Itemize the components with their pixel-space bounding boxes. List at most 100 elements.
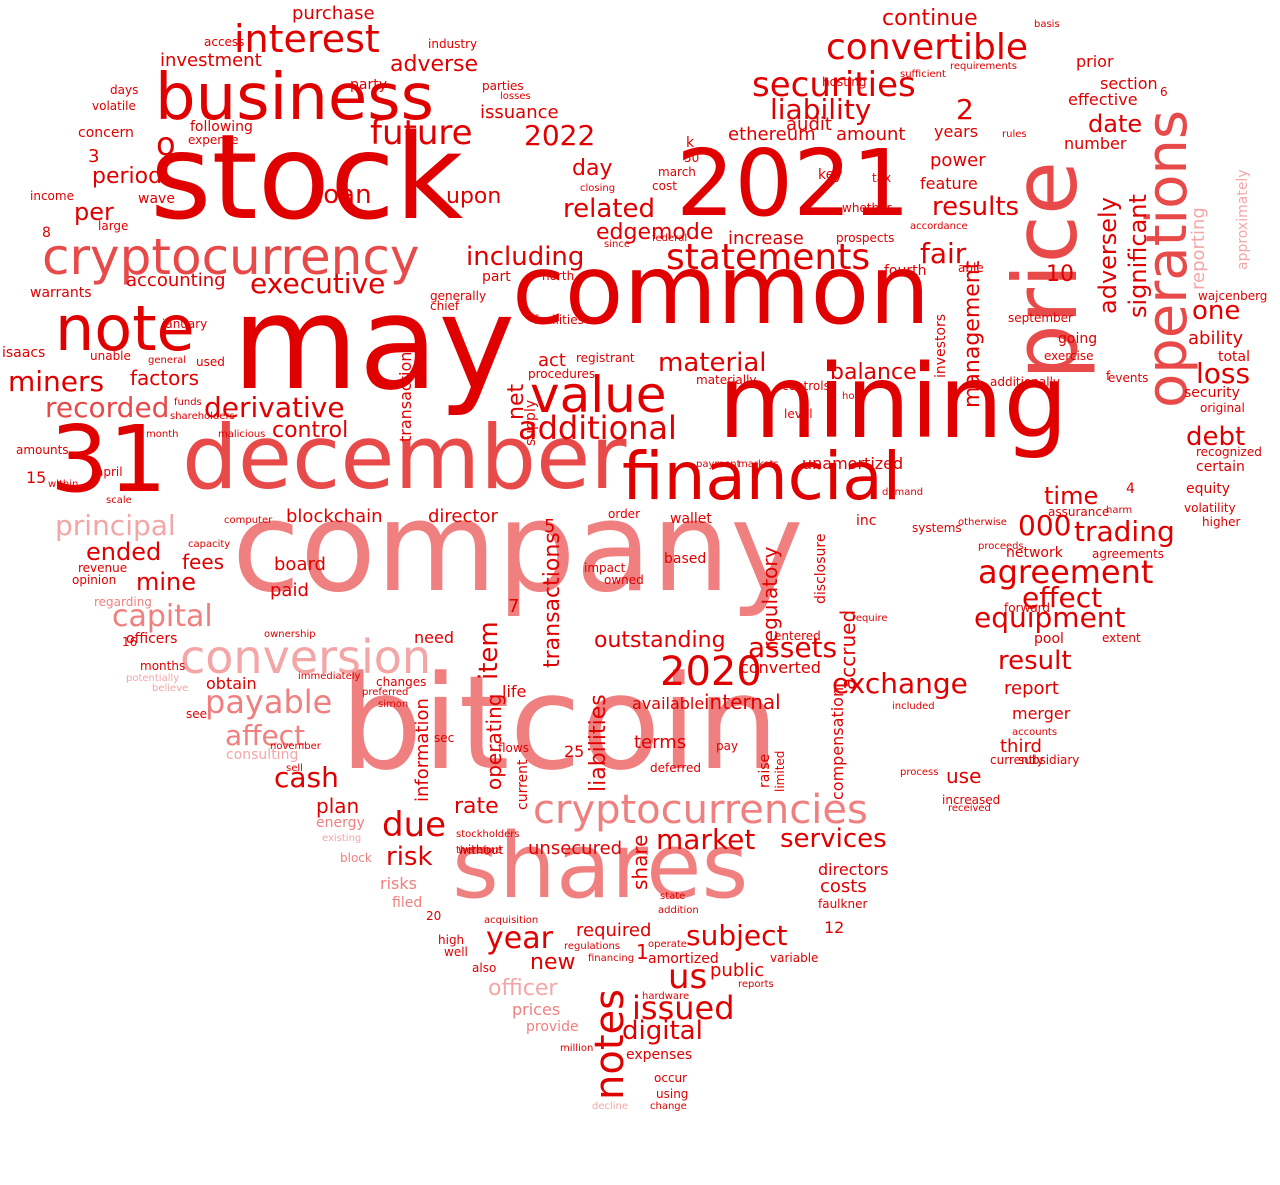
- cloud-word: feature: [920, 174, 978, 193]
- cloud-word: material: [658, 348, 767, 378]
- cloud-word: total: [1218, 349, 1251, 365]
- cloud-word: board: [274, 554, 326, 575]
- cloud-word: deferred: [650, 761, 701, 775]
- cloud-word: risk: [386, 842, 433, 872]
- cloud-word: current: [515, 759, 531, 810]
- cloud-word: funds: [174, 397, 202, 408]
- cloud-word: cryptocurrencies: [533, 787, 868, 833]
- cloud-word: agreements: [1092, 547, 1165, 561]
- cloud-word: immediately: [298, 671, 361, 682]
- cloud-word: company: [232, 476, 804, 620]
- cloud-word: miners: [8, 365, 105, 398]
- cloud-word: recorded: [45, 391, 170, 424]
- cloud-word: stockholders: [456, 829, 520, 840]
- cloud-word: principal: [55, 509, 176, 542]
- cloud-word: change: [650, 1101, 687, 1112]
- cloud-word: inc: [856, 513, 877, 529]
- cloud-word: owned: [604, 573, 644, 587]
- cloud-word: 2020: [660, 649, 762, 695]
- cloud-word: million: [560, 1043, 594, 1054]
- cloud-word: increase: [728, 228, 804, 249]
- cloud-word: volatility: [1184, 501, 1236, 515]
- cloud-word: sufficient: [900, 69, 946, 80]
- cloud-word: requirements: [950, 61, 1017, 72]
- cloud-word: 6: [1160, 85, 1168, 99]
- cloud-word: following: [190, 119, 253, 135]
- cloud-word: balance: [830, 360, 917, 385]
- cloud-word: due: [382, 805, 447, 845]
- cloud-word: generally: [430, 289, 487, 303]
- cloud-word: 8: [42, 225, 51, 241]
- cloud-word: network: [1006, 545, 1063, 561]
- cloud-word: public: [710, 960, 765, 981]
- cloud-word: 4: [1126, 481, 1135, 497]
- cloud-word: mining: [718, 343, 1069, 462]
- cloud-word: regulations: [564, 941, 621, 952]
- cloud-word: merger: [1012, 704, 1071, 723]
- cloud-word: additionally: [990, 375, 1061, 389]
- cloud-word: cryptocurrency: [42, 228, 420, 286]
- cloud-word: third: [1000, 736, 1042, 757]
- cloud-word: addition: [658, 905, 699, 916]
- cloud-word: well: [444, 945, 468, 959]
- cloud-word: security: [1184, 385, 1240, 401]
- cloud-word: decline: [592, 1101, 629, 1112]
- cloud-word: ownership: [264, 629, 316, 640]
- cloud-word: time: [1044, 482, 1099, 510]
- cloud-word: 12: [824, 918, 845, 937]
- cloud-word: loss: [1196, 357, 1251, 390]
- cloud-word: pool: [1034, 631, 1064, 647]
- cloud-word: cash: [274, 761, 339, 794]
- cloud-word: hold: [842, 391, 864, 402]
- cloud-word: prospects: [836, 231, 895, 245]
- cloud-word: 000: [1018, 509, 1072, 542]
- cloud-word: significant: [1124, 194, 1152, 318]
- cloud-word: 31: [50, 406, 168, 513]
- cloud-word: equipment: [974, 601, 1126, 634]
- cloud-word: received: [948, 803, 991, 814]
- cloud-word: paid: [270, 580, 309, 601]
- cloud-word: proceeds: [978, 541, 1024, 552]
- cloud-word: day: [572, 156, 613, 181]
- cloud-word: part: [482, 269, 511, 285]
- cloud-word: 5: [544, 516, 556, 537]
- cloud-word: require: [852, 613, 888, 624]
- cloud-word: used: [196, 355, 225, 369]
- cloud-word: note: [55, 292, 195, 365]
- cloud-word: process: [900, 767, 939, 778]
- cloud-word: preferred: [362, 687, 409, 698]
- cloud-word: unable: [90, 349, 131, 363]
- cloud-word: year: [486, 921, 553, 956]
- cloud-word: 20: [426, 909, 442, 923]
- cloud-word: management: [960, 260, 985, 408]
- cloud-word: capital: [112, 599, 213, 634]
- cloud-word: scale: [106, 495, 132, 506]
- cloud-word: approximately: [1235, 169, 1251, 270]
- cloud-word: o: [156, 125, 176, 163]
- cloud-word: one: [1192, 296, 1241, 326]
- cloud-word: believe: [152, 683, 189, 694]
- cloud-word: 3: [88, 146, 100, 167]
- cloud-word: isaacs: [2, 345, 46, 361]
- cloud-word: number: [1064, 134, 1127, 153]
- cloud-word: rate: [454, 794, 499, 819]
- cloud-word: using: [656, 1087, 689, 1101]
- cloud-word: report: [1004, 678, 1059, 699]
- cloud-word: conversion: [180, 630, 432, 684]
- cloud-word: extent: [1102, 631, 1141, 645]
- cloud-word: use: [946, 764, 982, 788]
- cloud-word: changes: [376, 675, 427, 689]
- cloud-word: need: [414, 628, 454, 647]
- cloud-word: fair: [920, 237, 967, 270]
- cloud-word: wave: [138, 191, 175, 207]
- cloud-word: per: [74, 198, 114, 226]
- cloud-word: edgemode: [596, 220, 714, 245]
- cloud-word: access: [204, 35, 245, 49]
- cloud-word: computer: [224, 515, 273, 526]
- cloud-word: statements: [666, 237, 871, 278]
- cloud-word: required: [576, 920, 652, 941]
- cloud-word: march: [658, 165, 696, 179]
- cloud-word: energy: [316, 815, 365, 831]
- cloud-word: since: [604, 239, 630, 250]
